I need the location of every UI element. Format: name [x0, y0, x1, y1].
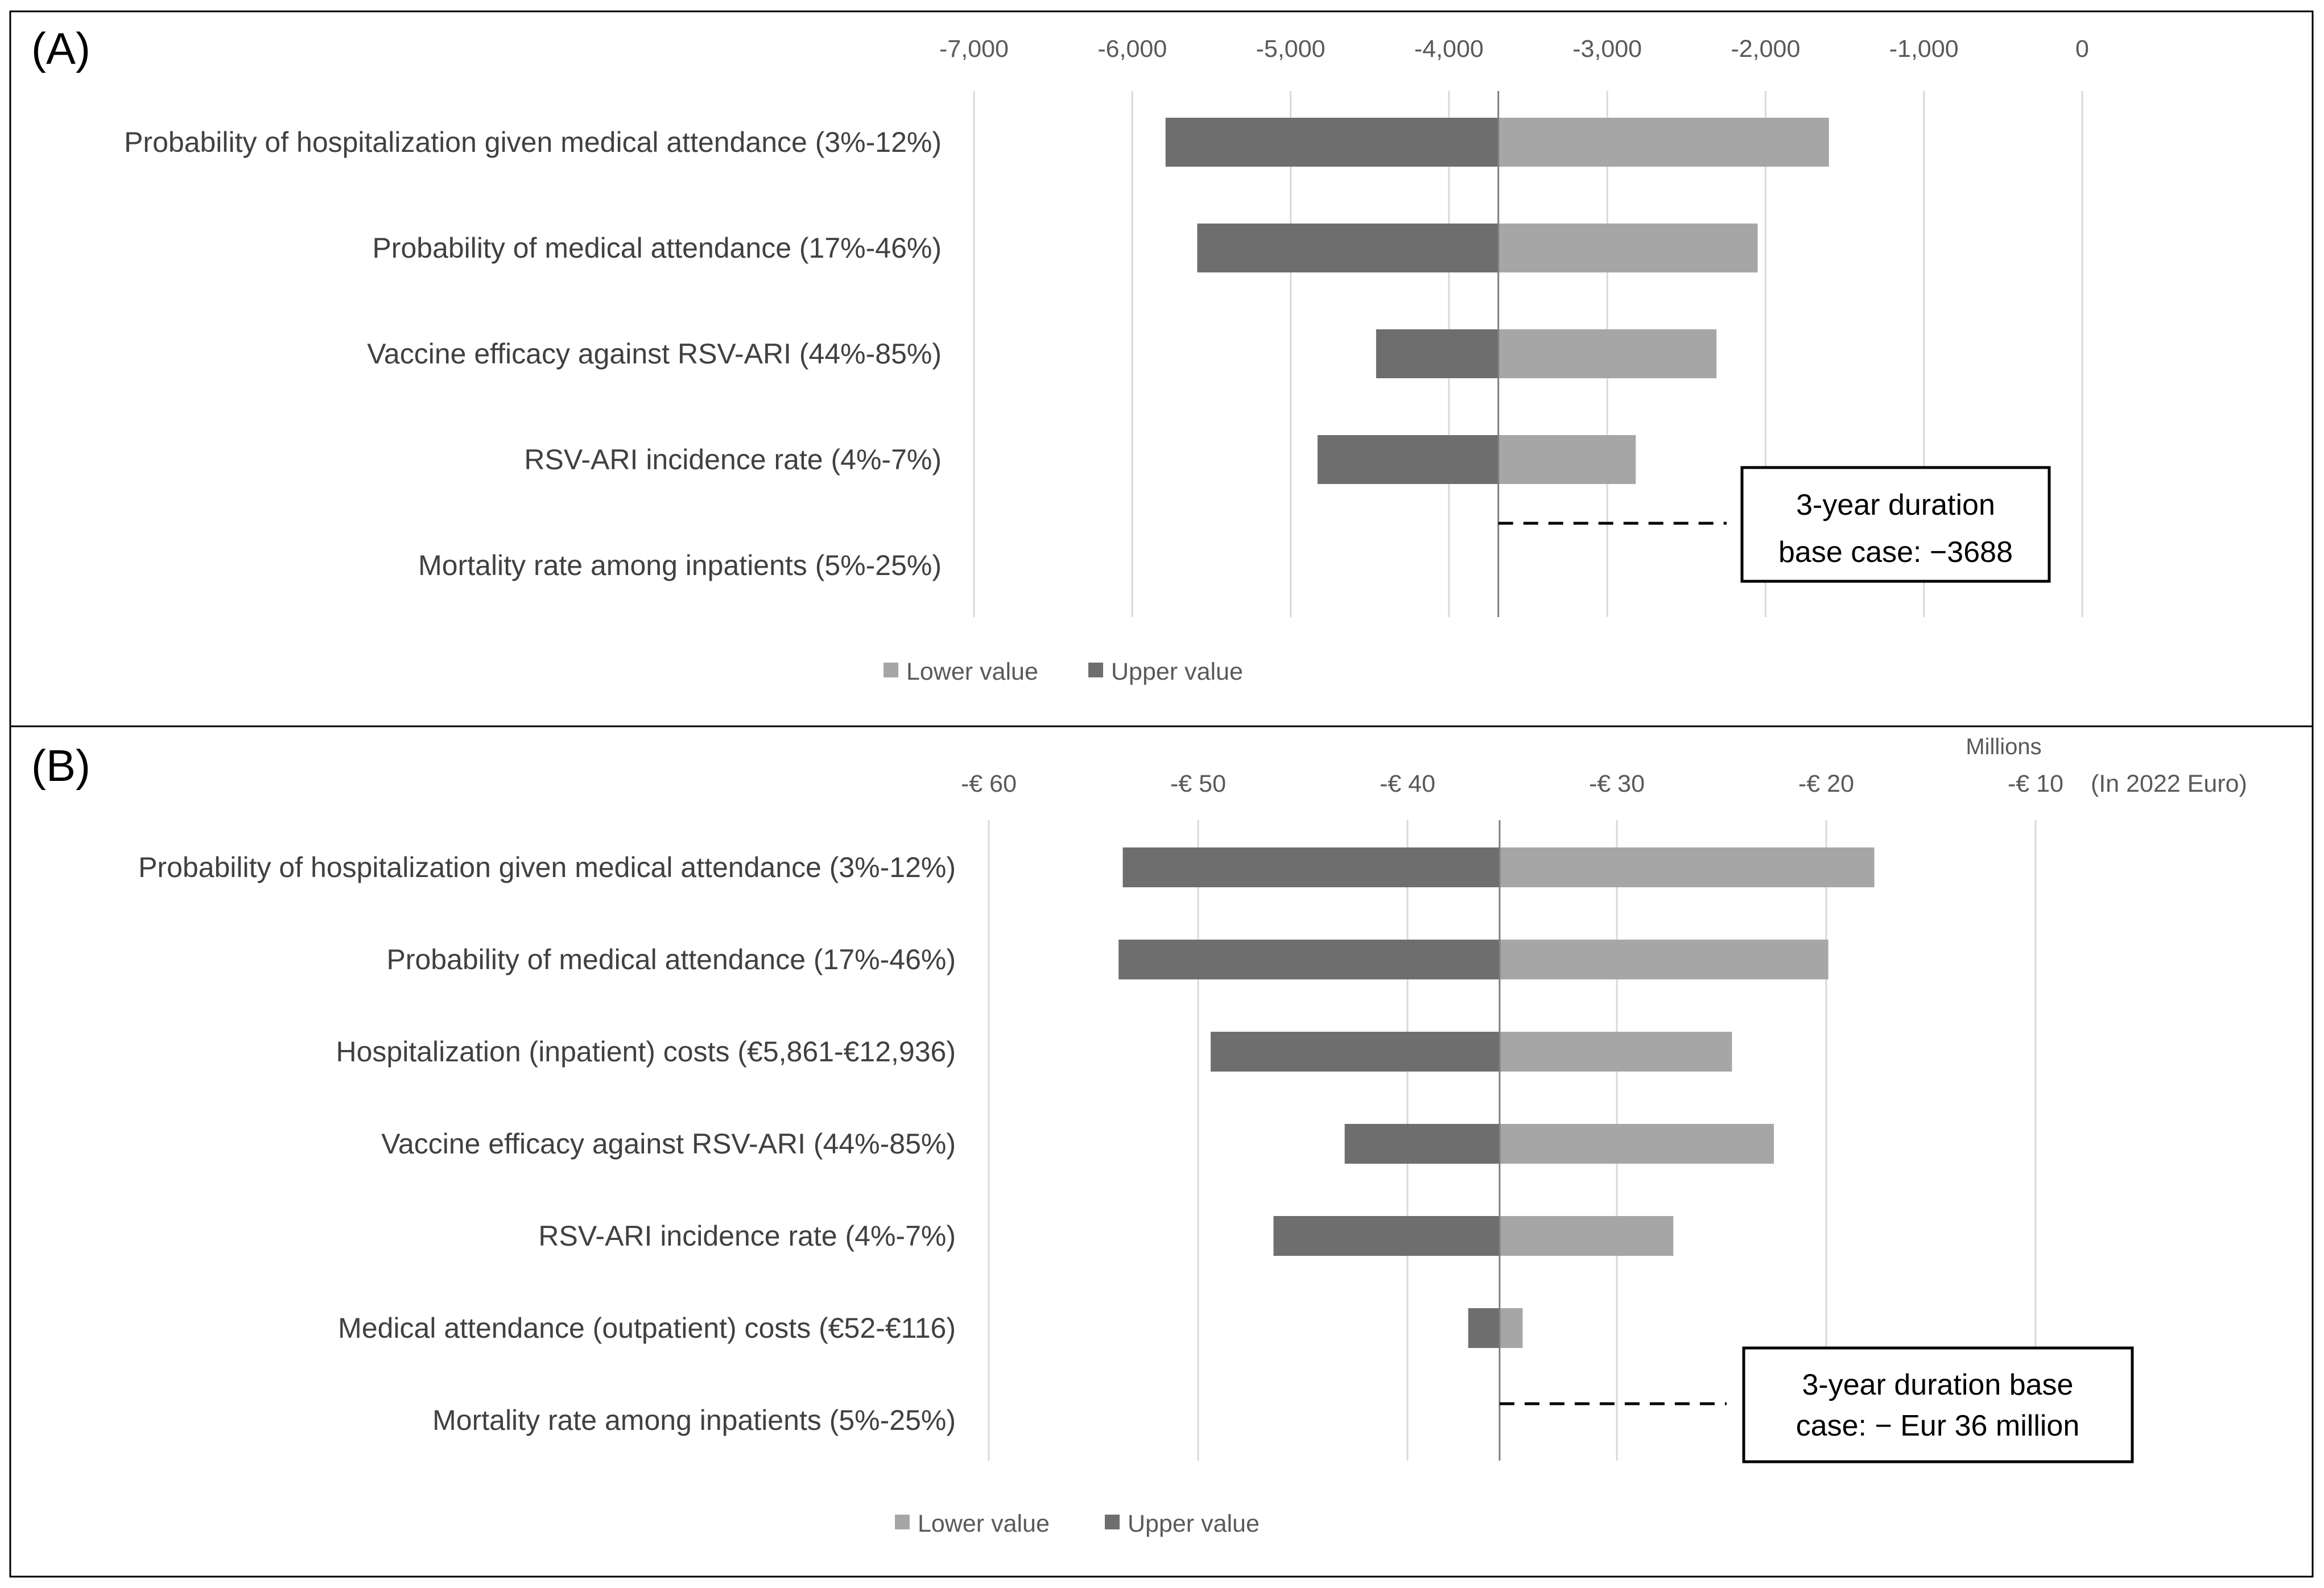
bar-lower-value	[1498, 329, 1717, 378]
bar-lower-value	[1499, 847, 1875, 887]
category-label: Probability of medical attendance (17%-4…	[386, 944, 956, 975]
bar-lower-value	[1499, 1308, 1523, 1348]
bar-lower-value	[1498, 118, 1829, 167]
bar-lower-value	[1499, 1124, 1774, 1164]
legend-label-lower: Lower value	[918, 1510, 1050, 1537]
bar-lower-value	[1498, 435, 1636, 484]
annotation-text: case: − Eur 36 million	[1796, 1409, 2080, 1442]
bar-upper-value	[1211, 1032, 1500, 1072]
category-label: Probability of hospitalization given med…	[138, 851, 956, 883]
bar-upper-value	[1165, 118, 1499, 167]
x-tick-label: -€ 10	[2008, 770, 2063, 797]
x-tick-label: -€ 50	[1170, 770, 1226, 797]
legend-label-lower: Lower value	[906, 658, 1038, 685]
bar-lower-value	[1499, 1032, 1732, 1072]
bar-upper-value	[1317, 435, 1499, 484]
currency-note: (In 2022 Euro)	[2091, 770, 2247, 797]
bar-upper-value	[1122, 847, 1500, 887]
legend-label-upper: Upper value	[1111, 658, 1243, 685]
legend-swatch-lower	[884, 663, 898, 677]
x-tick-label: -€ 20	[1798, 770, 1854, 797]
legend-swatch-upper	[1105, 1515, 1120, 1529]
legend-swatch-upper	[1088, 663, 1103, 677]
x-tick-label: -€ 30	[1589, 770, 1645, 797]
bar-upper-value	[1344, 1124, 1500, 1164]
panel-label: (B)	[31, 741, 90, 791]
bar-upper-value	[1197, 224, 1499, 272]
legend-label-upper: Upper value	[1128, 1510, 1260, 1537]
x-tick-label: -7,000	[939, 35, 1009, 63]
category-label: Mortality rate among inpatients (5%-25%)	[432, 1404, 956, 1436]
panel-label: (A)	[31, 23, 90, 73]
category-label: Mortality rate among inpatients (5%-25%)	[418, 549, 942, 581]
bar-upper-value	[1118, 940, 1500, 979]
x-tick-label: -4,000	[1414, 35, 1484, 63]
category-label: RSV-ARI incidence rate (4%-7%)	[538, 1220, 956, 1252]
annotation-text: 3-year duration	[1796, 489, 1995, 522]
annotation-text: base case: −3688	[1778, 536, 2013, 569]
x-tick-label: -6,000	[1097, 35, 1167, 63]
bar-lower-value	[1498, 224, 1758, 272]
x-tick-label: -€ 60	[961, 770, 1017, 797]
units-label: Millions	[1966, 734, 2041, 759]
annotation-box	[1740, 466, 2051, 583]
category-label: Probability of medical attendance (17%-4…	[372, 232, 942, 264]
annotation-box	[1742, 1346, 2134, 1463]
x-tick-label: 0	[2075, 35, 2089, 63]
bar-upper-value	[1273, 1216, 1500, 1256]
category-label: Medical attendance (outpatient) costs (€…	[338, 1312, 956, 1344]
category-label: Vaccine efficacy against RSV-ARI (44%-85…	[367, 338, 942, 370]
panel-border	[9, 10, 2314, 727]
category-label: Probability of hospitalization given med…	[124, 126, 942, 158]
category-label: Hospitalization (inpatient) costs (€5,86…	[336, 1036, 956, 1068]
annotation-text: 3-year duration base	[1802, 1368, 2074, 1401]
bar-upper-value	[1376, 329, 1499, 378]
x-tick-label: -1,000	[1889, 35, 1959, 63]
x-tick-label: -3,000	[1572, 35, 1642, 63]
panel-border	[9, 725, 2314, 1578]
x-tick-label: -5,000	[1256, 35, 1326, 63]
bar-lower-value	[1499, 940, 1828, 979]
bar-lower-value	[1499, 1216, 1674, 1256]
x-tick-label: -€ 40	[1380, 770, 1435, 797]
legend-swatch-lower	[895, 1515, 910, 1529]
bar-upper-value	[1468, 1308, 1500, 1348]
category-label: RSV-ARI incidence rate (4%-7%)	[524, 444, 942, 475]
category-label: Vaccine efficacy against RSV-ARI (44%-85…	[381, 1128, 956, 1160]
x-tick-label: -2,000	[1731, 35, 1800, 63]
